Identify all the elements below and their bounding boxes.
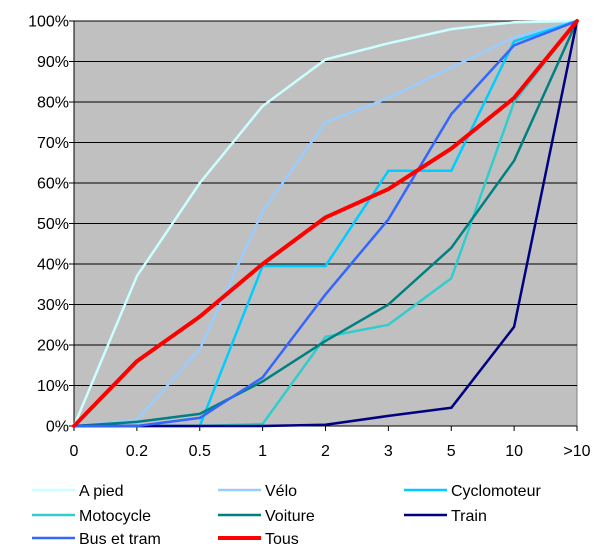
- y-tick-label: 10%: [37, 378, 69, 395]
- x-tick-label: 0.5: [189, 443, 211, 460]
- legend-label: Voiture: [265, 508, 315, 525]
- series-lines: [72, 19, 579, 428]
- x-tick-label: >10: [563, 443, 590, 460]
- y-tick-label: 80%: [37, 95, 69, 112]
- series-line-bus-et-tram: [72, 19, 579, 428]
- legend-item: Cyclomoteur: [404, 483, 541, 500]
- y-axis: 0% 10% 20% 30% 40% 50% 60% 70% 80% 90% 100%: [28, 14, 74, 436]
- legend-label: Train: [451, 508, 487, 525]
- y-tick-label: 0%: [46, 419, 69, 436]
- legend-item: A pied: [32, 483, 123, 500]
- y-tick-label: 20%: [37, 338, 69, 355]
- x-tick-label: 5: [447, 443, 456, 460]
- y-tick-label: 90%: [37, 54, 69, 71]
- series-line-voiture: [72, 19, 579, 428]
- x-tick-label: 10: [505, 443, 523, 460]
- x-tick-label: 3: [384, 443, 393, 460]
- legend-item: Train: [404, 508, 487, 525]
- legend-label: Tous: [265, 531, 299, 547]
- legend-item: Vélo: [218, 483, 297, 500]
- series-line-a-pied: [72, 19, 579, 428]
- y-tick-label: 70%: [37, 135, 69, 152]
- x-tick-label: 2: [321, 443, 330, 460]
- legend-label: Cyclomoteur: [451, 483, 541, 500]
- y-tick-label: 30%: [37, 297, 69, 314]
- legend-label: Motocycle: [79, 508, 151, 525]
- legend-item: Motocycle: [32, 508, 151, 525]
- legend-label: Bus et tram: [79, 531, 161, 547]
- y-tick-label: 40%: [37, 257, 69, 274]
- x-axis: 0 0.2 0.5 1 2 3 5 10 >10: [70, 426, 591, 460]
- x-tick-label: 0.2: [126, 443, 148, 460]
- series-line-train: [72, 19, 579, 428]
- x-tick-label: 1: [258, 443, 267, 460]
- legend-item: Tous: [218, 531, 299, 547]
- y-tick-label: 60%: [37, 176, 69, 193]
- x-tick-label: 0: [70, 443, 79, 460]
- legend-item: Voiture: [218, 508, 315, 525]
- legend-label: A pied: [79, 483, 123, 500]
- series-line-v-lo: [72, 19, 579, 428]
- y-tick-label: 50%: [37, 216, 69, 233]
- y-tick-label: 100%: [28, 14, 69, 31]
- legend: A pied Vélo Cyclomoteur Motocycle Voiture Tra…: [32, 483, 541, 547]
- legend-label: Vélo: [265, 483, 297, 500]
- legend-item: Bus et tram: [32, 531, 161, 547]
- series-line-tous: [72, 19, 579, 428]
